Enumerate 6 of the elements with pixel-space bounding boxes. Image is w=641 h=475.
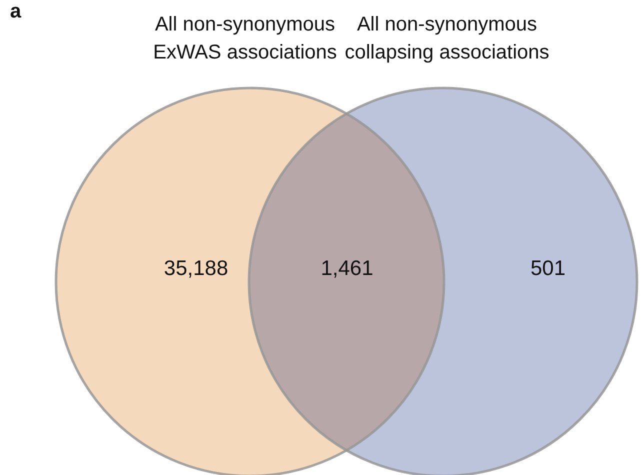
data-label: 1,461 bbox=[320, 256, 374, 280]
text: All non-synonymous ExWAS associations bbox=[153, 14, 337, 64]
data-label: 501 bbox=[530, 256, 566, 280]
data-label: 35,188 bbox=[164, 256, 228, 280]
text: a bbox=[10, 0, 22, 23]
text: All non-synonymous collapsing associations bbox=[344, 14, 550, 64]
